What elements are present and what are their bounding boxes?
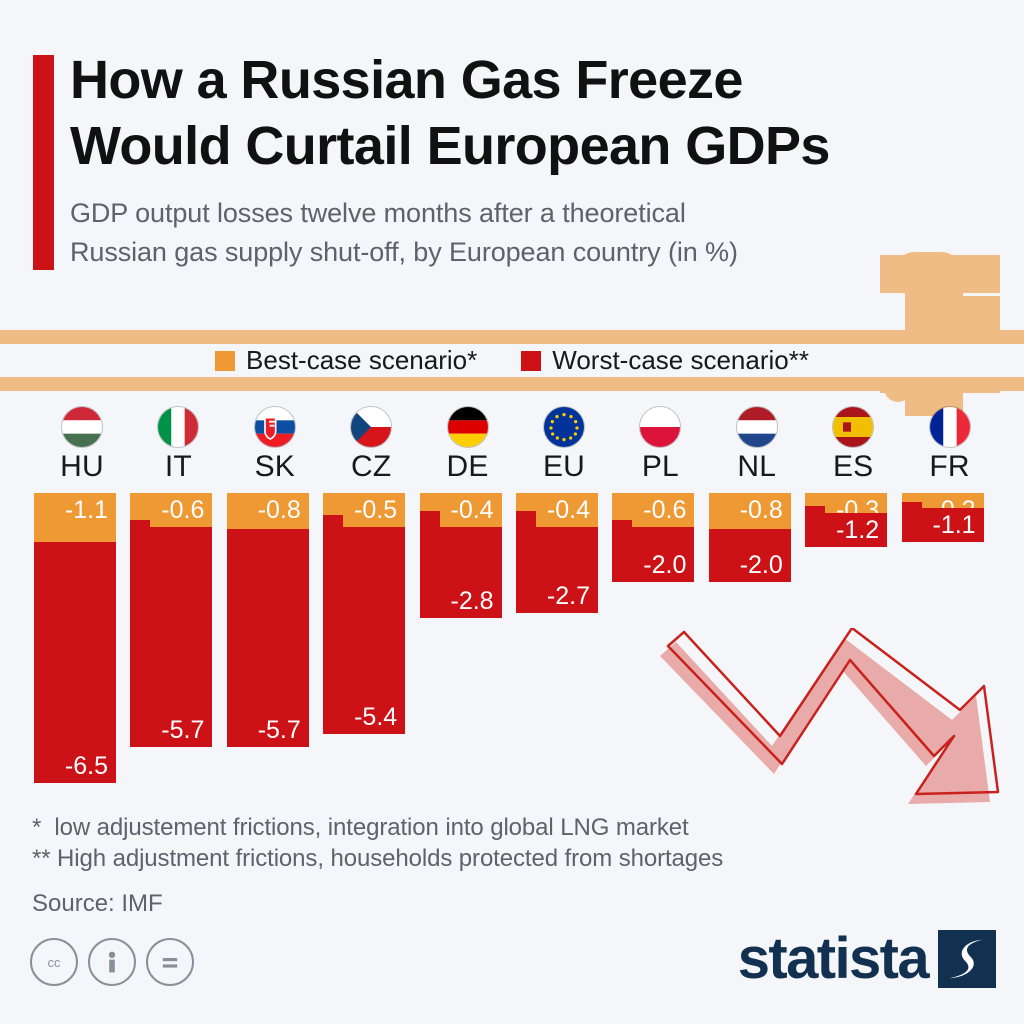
legend-item-worst-case[interactable]: Worst-case scenario** <box>521 345 809 376</box>
country-code-label: DE <box>446 450 489 483</box>
legend-label-worst-case: Worst-case scenario** <box>552 345 809 375</box>
country-code-label: FR <box>929 450 970 483</box>
page-subtitle: GDP output losses twelve months after a … <box>70 197 738 267</box>
bar-worst-case[interactable] <box>130 493 213 748</box>
value-label-best-case: -0.8 <box>728 493 791 527</box>
value-label-best-case: -0.6 <box>150 493 213 527</box>
value-label-worst-case: -2.8 <box>439 583 502 618</box>
footnote-best-case: * low adjustement frictions, integration… <box>32 814 689 841</box>
pipe-band-top <box>0 330 1024 344</box>
value-label-worst-case: -5.7 <box>246 713 309 748</box>
legend-item-best-case[interactable]: Best-case scenario* <box>215 345 477 376</box>
statista-logo[interactable]: statista <box>738 930 996 988</box>
value-label-worst-case: -2.0 <box>728 548 791 583</box>
country-code-label: CZ <box>350 450 392 483</box>
value-label-best-case: -0.4 <box>439 493 502 527</box>
legend-label-best-case: Best-case scenario* <box>246 345 478 375</box>
value-label-worst-case: -2.0 <box>632 548 695 583</box>
statista-mark-icon <box>938 930 996 988</box>
flag-icon-sk <box>253 406 296 448</box>
country-code-label: SK <box>254 450 295 483</box>
bar-chart: HU -1.1 -6.5 IT -0.6 -5.7 SK -0.8 -5.7 CZ -0.5 -5.4… <box>34 406 996 806</box>
bar-worst-case[interactable] <box>323 493 406 734</box>
country-code-label: ES <box>832 450 874 483</box>
flag-icon-hu <box>61 406 103 448</box>
chart-legend: Best-case scenario* Worst-case scenario*… <box>0 344 1024 377</box>
nd-icon[interactable] <box>146 938 194 986</box>
value-label-best-case: -0.8 <box>246 493 309 527</box>
legend-swatch-best-case <box>215 350 236 371</box>
cc-glyph: cc <box>48 955 61 970</box>
title-accent-bar <box>33 55 54 270</box>
flag-icon-nl <box>735 406 778 448</box>
value-label-worst-case: -1.1 <box>921 508 984 543</box>
flag-icon-cz <box>350 406 393 448</box>
value-label-best-case: -0.4 <box>536 493 598 527</box>
person-glyph <box>108 951 116 973</box>
license-icons: cc <box>30 938 194 986</box>
value-label-worst-case: -2.7 <box>536 579 598 614</box>
flag-icon-eu <box>543 406 585 448</box>
flag-icon-fr <box>928 406 971 448</box>
country-code-label: NL <box>737 450 777 483</box>
equals-glyph <box>162 958 178 968</box>
by-icon[interactable] <box>88 938 136 986</box>
value-label-best-case: -1.1 <box>54 493 116 527</box>
page-title: How a Russian Gas Freeze Would Curtail E… <box>70 50 830 176</box>
bar-worst-case[interactable] <box>226 493 309 748</box>
country-code-label: EU <box>542 450 586 483</box>
country-code-label: IT <box>164 450 192 483</box>
value-label-worst-case: -6.5 <box>54 748 116 783</box>
value-label-best-case: -0.5 <box>343 493 406 527</box>
flag-icon-es <box>832 406 875 448</box>
cc-icon[interactable]: cc <box>30 938 78 986</box>
legend-swatch-worst-case <box>521 350 542 371</box>
flag-icon-de <box>446 406 489 448</box>
pipe-band-bottom <box>0 377 1024 391</box>
title-block: How a Russian Gas Freeze Would Curtail E… <box>70 48 970 272</box>
flag-icon-it <box>157 406 200 448</box>
value-label-best-case: -0.6 <box>632 493 695 527</box>
country-code-label: HU <box>60 450 104 483</box>
country-code-label: PL <box>641 450 679 483</box>
value-label-worst-case: -5.7 <box>150 713 213 748</box>
flag-icon-pl <box>639 406 682 448</box>
svg-text:cc: cc <box>48 955 61 970</box>
value-label-worst-case: -5.4 <box>343 699 406 734</box>
value-label-worst-case: -1.2 <box>825 512 888 547</box>
footnote-worst-case: ** High adjustment frictions, households… <box>32 845 724 873</box>
statista-wordmark: statista <box>737 926 930 991</box>
source-label: Source: IMF <box>32 890 163 918</box>
footnotes: * low adjustement frictions, integration… <box>32 812 972 918</box>
